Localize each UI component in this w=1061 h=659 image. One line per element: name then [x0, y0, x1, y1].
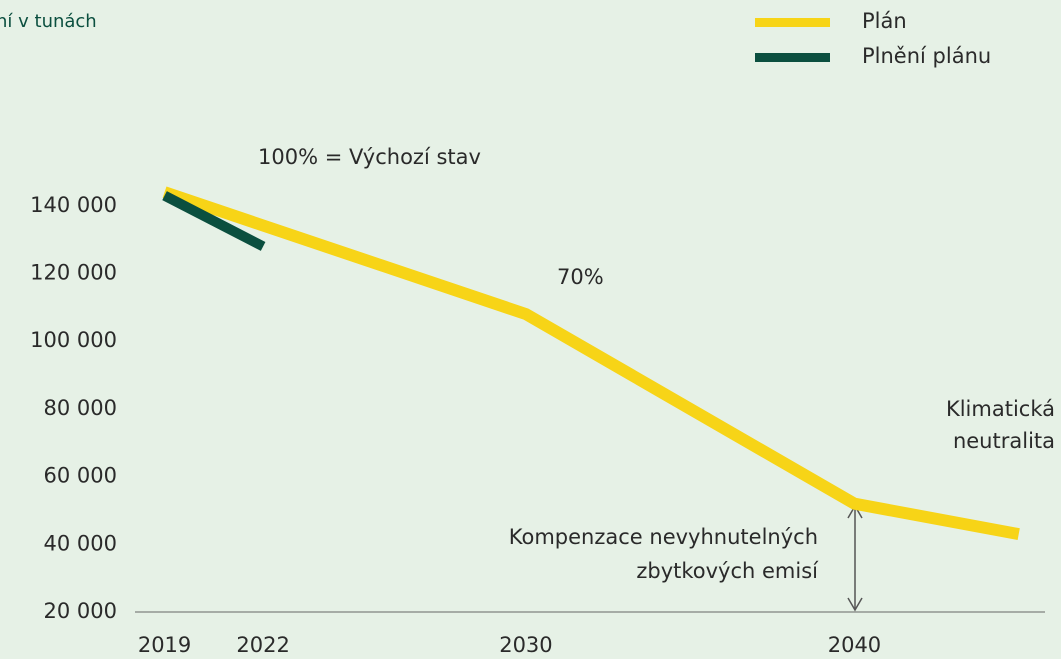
y-tick-label: 20 000: [44, 599, 117, 623]
legend-label: Plán: [862, 9, 907, 33]
y-tick-label: 40 000: [44, 531, 117, 555]
x-tick-label: 2030: [499, 633, 552, 657]
x-tick-label: 2040: [828, 633, 881, 657]
series-line: [162, 186, 1020, 541]
legend-label: Plnění plánu: [862, 44, 991, 68]
series-line: [162, 191, 266, 251]
annotation: neutralita: [953, 429, 1055, 453]
y-tick-label: 80 000: [44, 396, 117, 420]
x-tick-label: 2022: [236, 633, 289, 657]
x-tick-label: 2019: [138, 633, 191, 657]
annotation: Kompenzace nevyhnutelných: [509, 525, 818, 549]
legend-swatch: [755, 18, 830, 27]
y-tick-label: 60 000: [44, 464, 117, 488]
annotation: zbytkových emisí: [636, 559, 819, 583]
annotation: Klimatická: [946, 397, 1055, 421]
chart-subtitle: ní v tunách: [0, 11, 97, 32]
y-tick-label: 120 000: [30, 260, 117, 284]
legend-swatch: [755, 53, 830, 62]
y-tick-label: 140 000: [30, 193, 117, 217]
annotation: 100% = Výchozí stav: [258, 145, 481, 169]
annotation: 70%: [557, 265, 604, 289]
y-tick-label: 100 000: [30, 328, 117, 352]
